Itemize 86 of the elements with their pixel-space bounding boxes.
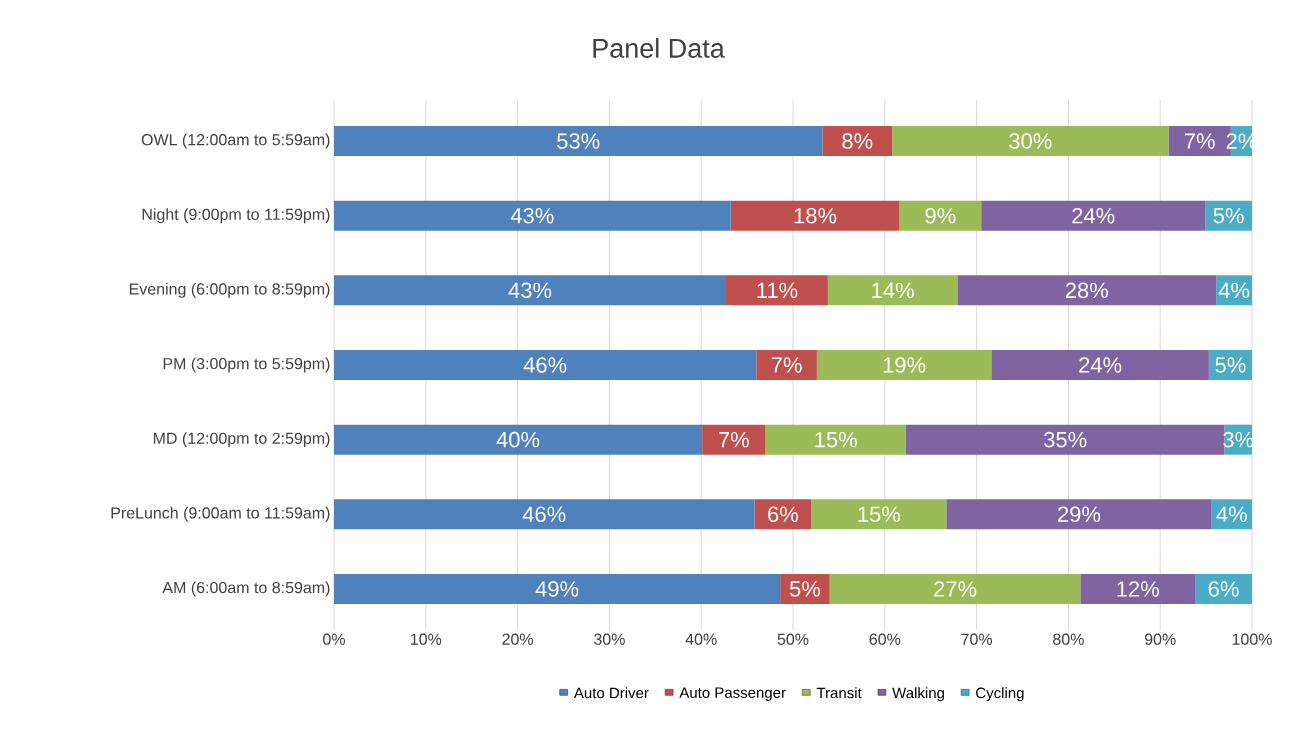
data-label: 11% (757, 282, 798, 299)
x-tick-label: 70% (961, 633, 993, 645)
data-label: 4% (1216, 506, 1247, 522)
legend-label: Auto Passenger (679, 687, 786, 701)
data-label: 14% (872, 282, 914, 299)
data-label: 30% (1009, 133, 1052, 149)
bar (946, 499, 1212, 530)
x-tick-label: 10% (411, 633, 442, 645)
data-label: 53% (557, 133, 600, 149)
data-label: 4% (1218, 282, 1250, 299)
data-label: 7% (719, 431, 749, 448)
data-label: 49% (535, 581, 579, 597)
data-label: 35% (1044, 431, 1087, 448)
bar (334, 350, 757, 381)
bar (1205, 200, 1253, 231)
bar (1080, 573, 1196, 604)
bar (730, 200, 900, 231)
data-label: 8% (842, 133, 873, 149)
data-label: 6% (1208, 581, 1239, 597)
bar (334, 424, 703, 455)
x-tick-label: 100% (1232, 633, 1272, 645)
bar (765, 424, 906, 455)
data-label: 29% (1058, 506, 1101, 523)
data-label: 43% (508, 282, 552, 299)
bar (334, 126, 823, 157)
bar (780, 573, 830, 604)
data-label: 43% (510, 207, 554, 224)
bar (981, 200, 1206, 231)
y-tick-label: MD (12:00pm to 2:59pm) (153, 432, 330, 448)
y-tick-label: PreLunch (9:00am to 11:59am) (111, 506, 330, 522)
bar (334, 499, 755, 530)
bar (991, 350, 1209, 381)
data-label: 15% (858, 506, 901, 523)
data-label: 6% (768, 506, 799, 523)
data-label: 5% (1213, 207, 1244, 224)
bar (334, 200, 731, 231)
y-tick-label: Night (9:00pm to 11:59pm) (142, 208, 330, 224)
bar (829, 573, 1081, 604)
y-tick-label: OWL (12:00am to 5:59am) (141, 133, 330, 149)
x-tick-label: 60% (869, 633, 901, 645)
data-label: 7% (771, 357, 802, 373)
data-label: 46% (522, 506, 566, 523)
data-label: 12% (1117, 581, 1159, 597)
data-label: 24% (1079, 357, 1122, 373)
bar (334, 573, 781, 604)
x-tick-label: 90% (1144, 633, 1176, 645)
data-label: 46% (523, 357, 567, 373)
legend-label: Walking (892, 687, 944, 702)
x-tick-label: 30% (594, 633, 625, 645)
bar (899, 200, 982, 231)
x-tick-label: 80% (1053, 633, 1084, 645)
bar (811, 499, 947, 530)
data-label: 27% (934, 581, 977, 597)
bar (1195, 573, 1253, 604)
bar (816, 350, 992, 381)
bar (725, 275, 828, 306)
bar (957, 275, 1217, 306)
bar (822, 126, 893, 157)
chart-title: Panel Data (593, 38, 725, 58)
bar (754, 499, 812, 530)
data-label: 15% (815, 431, 857, 448)
y-tick-label: PM (3:00pm to 5:59pm) (163, 357, 330, 373)
x-tick-label: 0% (323, 633, 345, 645)
bar (756, 350, 817, 381)
data-label: 18% (794, 207, 837, 224)
x-tick-label: 50% (777, 633, 809, 645)
x-tick-label: 40% (685, 633, 717, 645)
data-label: 5% (1215, 357, 1246, 373)
data-label: 5% (789, 581, 821, 597)
bar (702, 424, 766, 455)
data-label: 24% (1072, 207, 1115, 224)
data-label: 28% (1065, 282, 1108, 299)
bar (334, 275, 726, 306)
legend-label: Cycling (976, 687, 1024, 702)
y-tick-label: AM (6:00am to 8:59am) (162, 581, 330, 597)
data-label: 7% (1184, 133, 1215, 149)
legend-label: Transit (816, 687, 862, 699)
legend-label: Auto Driver (573, 687, 649, 699)
y-tick-label: Evening (6:00pm to 8:59pm) (129, 282, 330, 298)
data-label: 9% (925, 207, 956, 224)
data-label: 40% (496, 431, 540, 448)
bar (905, 424, 1225, 455)
data-label: 19% (883, 357, 926, 373)
bar (892, 126, 1169, 157)
x-tick-label: 20% (502, 633, 534, 645)
bar (827, 275, 958, 306)
